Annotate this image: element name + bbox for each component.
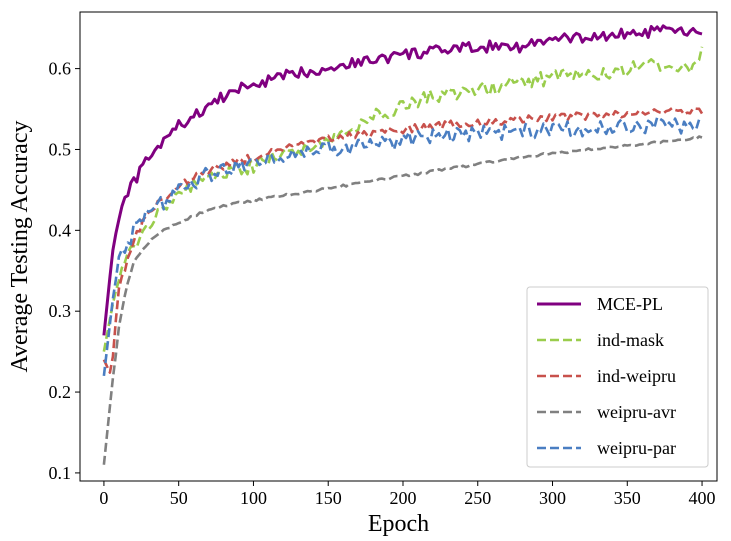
x-tick-label: 200 — [389, 488, 416, 508]
x-tick-label: 400 — [689, 488, 716, 508]
x-tick-label: 350 — [614, 488, 641, 508]
legend-label: MCE-PL — [597, 294, 663, 314]
y-axis-label: Average Testing Accuracy — [7, 121, 33, 373]
legend-label: ind-weipru — [597, 366, 676, 386]
series-line-mce-pl — [102, 24, 703, 336]
x-tick-label: 100 — [240, 488, 267, 508]
series-layer — [102, 24, 704, 465]
series-line-weipru-avr — [102, 135, 703, 465]
y-tick-label: 0.3 — [49, 301, 72, 321]
x-tick-label: 250 — [464, 488, 491, 508]
plot-frame — [79, 11, 718, 482]
legend: MCE-PL ind-mask ind-weipru weipru-avr weipru… — [526, 286, 709, 468]
y-axis-ticks: 0.1 0.2 0.3 0.4 0.5 0.6 — [49, 59, 80, 483]
y-tick-label: 0.5 — [49, 139, 72, 159]
y-tick-label: 0.4 — [49, 220, 72, 240]
series-line-weipru-par — [102, 116, 703, 377]
legend-box — [526, 286, 709, 468]
legend-label: weipru-avr — [597, 402, 676, 422]
y-tick-label: 0.2 — [49, 382, 72, 402]
x-tick-label: 0 — [99, 488, 108, 508]
x-axis-ticks: 0 50 100 150 200 250 300 350 400 — [99, 481, 716, 508]
x-tick-label: 300 — [539, 488, 566, 508]
legend-label: ind-mask — [597, 330, 664, 350]
series-line-ind-mask — [102, 46, 704, 352]
y-tick-label: 0.1 — [49, 463, 72, 483]
x-tick-label: 150 — [315, 488, 342, 508]
y-tick-label: 0.6 — [49, 59, 72, 79]
legend-label: weipru-par — [597, 438, 676, 458]
x-axis-label: Epoch — [368, 511, 429, 537]
x-tick-label: 50 — [170, 488, 188, 508]
